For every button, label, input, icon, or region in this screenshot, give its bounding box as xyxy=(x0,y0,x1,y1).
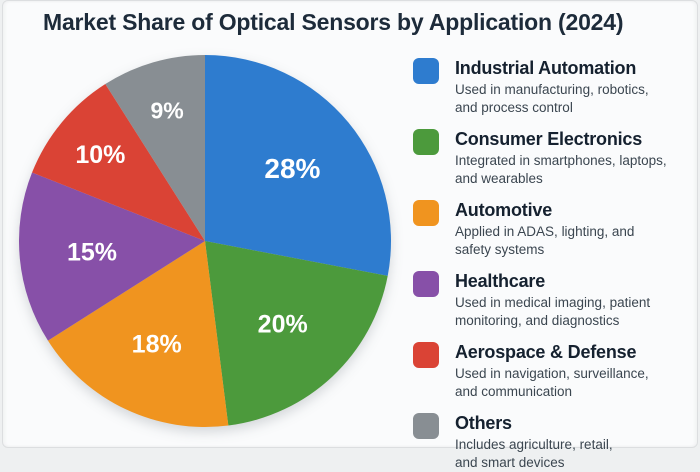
legend-description: Applied in ADAS, lighting, and safety sy… xyxy=(455,223,634,259)
chart-title: Market Share of Optical Sensors by Appli… xyxy=(43,9,663,36)
legend-item-industrial-automation: Industrial Automation Used in manufactur… xyxy=(413,57,695,117)
legend-swatch-aerospace-defense xyxy=(413,342,439,368)
legend-text: Aerospace & Defense Used in navigation, … xyxy=(455,341,649,401)
legend-item-automotive: Automotive Applied in ADAS, lighting, an… xyxy=(413,199,695,259)
legend-item-consumer-electronics: Consumer Electronics Integrated in smart… xyxy=(413,128,695,188)
legend-text: Others Includes agriculture, retail, and… xyxy=(455,412,613,472)
pie-slice-percent-label: 28% xyxy=(264,153,320,184)
legend-label: Aerospace & Defense xyxy=(455,341,649,363)
legend-item-others: Others Includes agriculture, retail, and… xyxy=(413,412,695,472)
legend-swatch-others xyxy=(413,413,439,439)
legend-description: Used in medical imaging, patient monitor… xyxy=(455,294,650,330)
legend-swatch-healthcare xyxy=(413,271,439,297)
legend-text: Industrial Automation Used in manufactur… xyxy=(455,57,649,117)
legend-description: Used in navigation, surveillance, and co… xyxy=(455,365,649,401)
legend-item-aerospace-defense: Aerospace & Defense Used in navigation, … xyxy=(413,341,695,401)
legend-label: Consumer Electronics xyxy=(455,128,667,150)
legend-description: Integrated in smartphones, laptops, and … xyxy=(455,152,667,188)
legend-item-healthcare: Healthcare Used in medical imaging, pati… xyxy=(413,270,695,330)
legend-swatch-consumer-electronics xyxy=(413,129,439,155)
legend: Industrial Automation Used in manufactur… xyxy=(413,57,695,472)
legend-description: Includes agriculture, retail, and smart … xyxy=(455,436,613,472)
legend-swatch-industrial-automation xyxy=(413,58,439,84)
chart-card: Market Share of Optical Sensors by Appli… xyxy=(2,0,698,448)
legend-label: Healthcare xyxy=(455,270,650,292)
pie-slice-percent-label: 9% xyxy=(150,98,183,124)
pie-slice-percent-label: 10% xyxy=(75,141,125,169)
pie-slice-percent-label: 20% xyxy=(258,310,308,338)
legend-label: Others xyxy=(455,412,613,434)
pie-slice-percent-label: 15% xyxy=(67,238,117,266)
legend-text: Consumer Electronics Integrated in smart… xyxy=(455,128,667,188)
pie-chart: 28% 20% 18% 15% 10% 9% xyxy=(5,41,405,441)
legend-label: Industrial Automation xyxy=(455,57,649,79)
pie-slice-percent-label: 18% xyxy=(132,330,182,358)
legend-label: Automotive xyxy=(455,199,634,221)
legend-swatch-automotive xyxy=(413,200,439,226)
legend-text: Healthcare Used in medical imaging, pati… xyxy=(455,270,650,330)
legend-text: Automotive Applied in ADAS, lighting, an… xyxy=(455,199,634,259)
legend-description: Used in manufacturing, robotics, and pro… xyxy=(455,81,649,117)
